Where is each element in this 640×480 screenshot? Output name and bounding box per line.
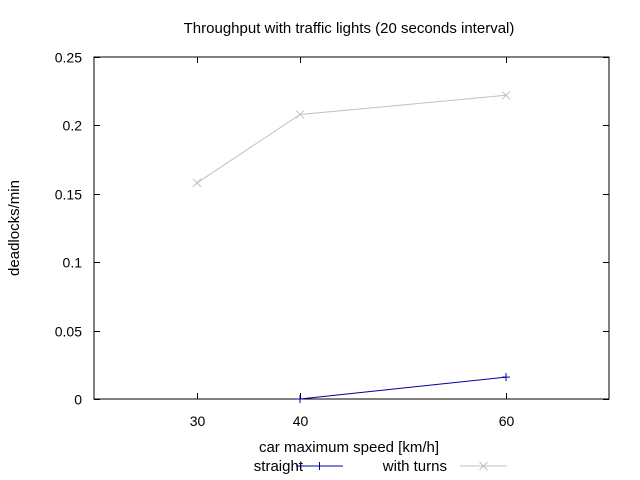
data-point-with-turns-d2	[295, 110, 305, 119]
y-axis-label: deadlocks/min	[6, 180, 23, 276]
data-point-with-turns-d2	[501, 90, 511, 100]
x-axis-label: car maximum speed [km/h]	[259, 439, 439, 456]
x-tick-label: 60	[499, 413, 515, 429]
series-line-straight	[299, 376, 507, 400]
y-tick-label: 0	[74, 392, 82, 408]
data-point-with-turns	[192, 178, 202, 188]
data-point-straight	[502, 373, 510, 382]
legend-marker-with-turns	[479, 461, 488, 471]
y-tick-label: 0.2	[63, 118, 83, 134]
legend-label-straight: straight	[254, 458, 304, 475]
plot-area: 0 0.05 0.1 0.15 0.2 0.25 30 40 60	[55, 50, 610, 429]
y-tick-label: 0.15	[55, 187, 82, 203]
y-tick-label: 0.1	[63, 255, 83, 271]
x-tick-label: 40	[293, 413, 309, 429]
legend-marker-with-turns-d2	[479, 461, 488, 471]
y-tick-label: 0.05	[55, 324, 82, 340]
plot-frame	[93, 56, 610, 400]
legend-marker-straight	[315, 462, 324, 470]
data-point-with-turns	[295, 110, 305, 119]
series-line-with-turns	[196, 94, 507, 184]
data-point-with-turns-d2	[192, 178, 202, 188]
data-point-straight	[296, 395, 304, 403]
legend: straight with turns	[254, 458, 507, 475]
x-tick-label: 30	[190, 413, 206, 429]
chart-title: Throughput with traffic lights (20 secon…	[184, 20, 515, 37]
legend-label-with-turns: with turns	[382, 458, 447, 475]
y-tick-label: 0.25	[55, 50, 82, 66]
data-point-with-turns	[501, 90, 511, 100]
